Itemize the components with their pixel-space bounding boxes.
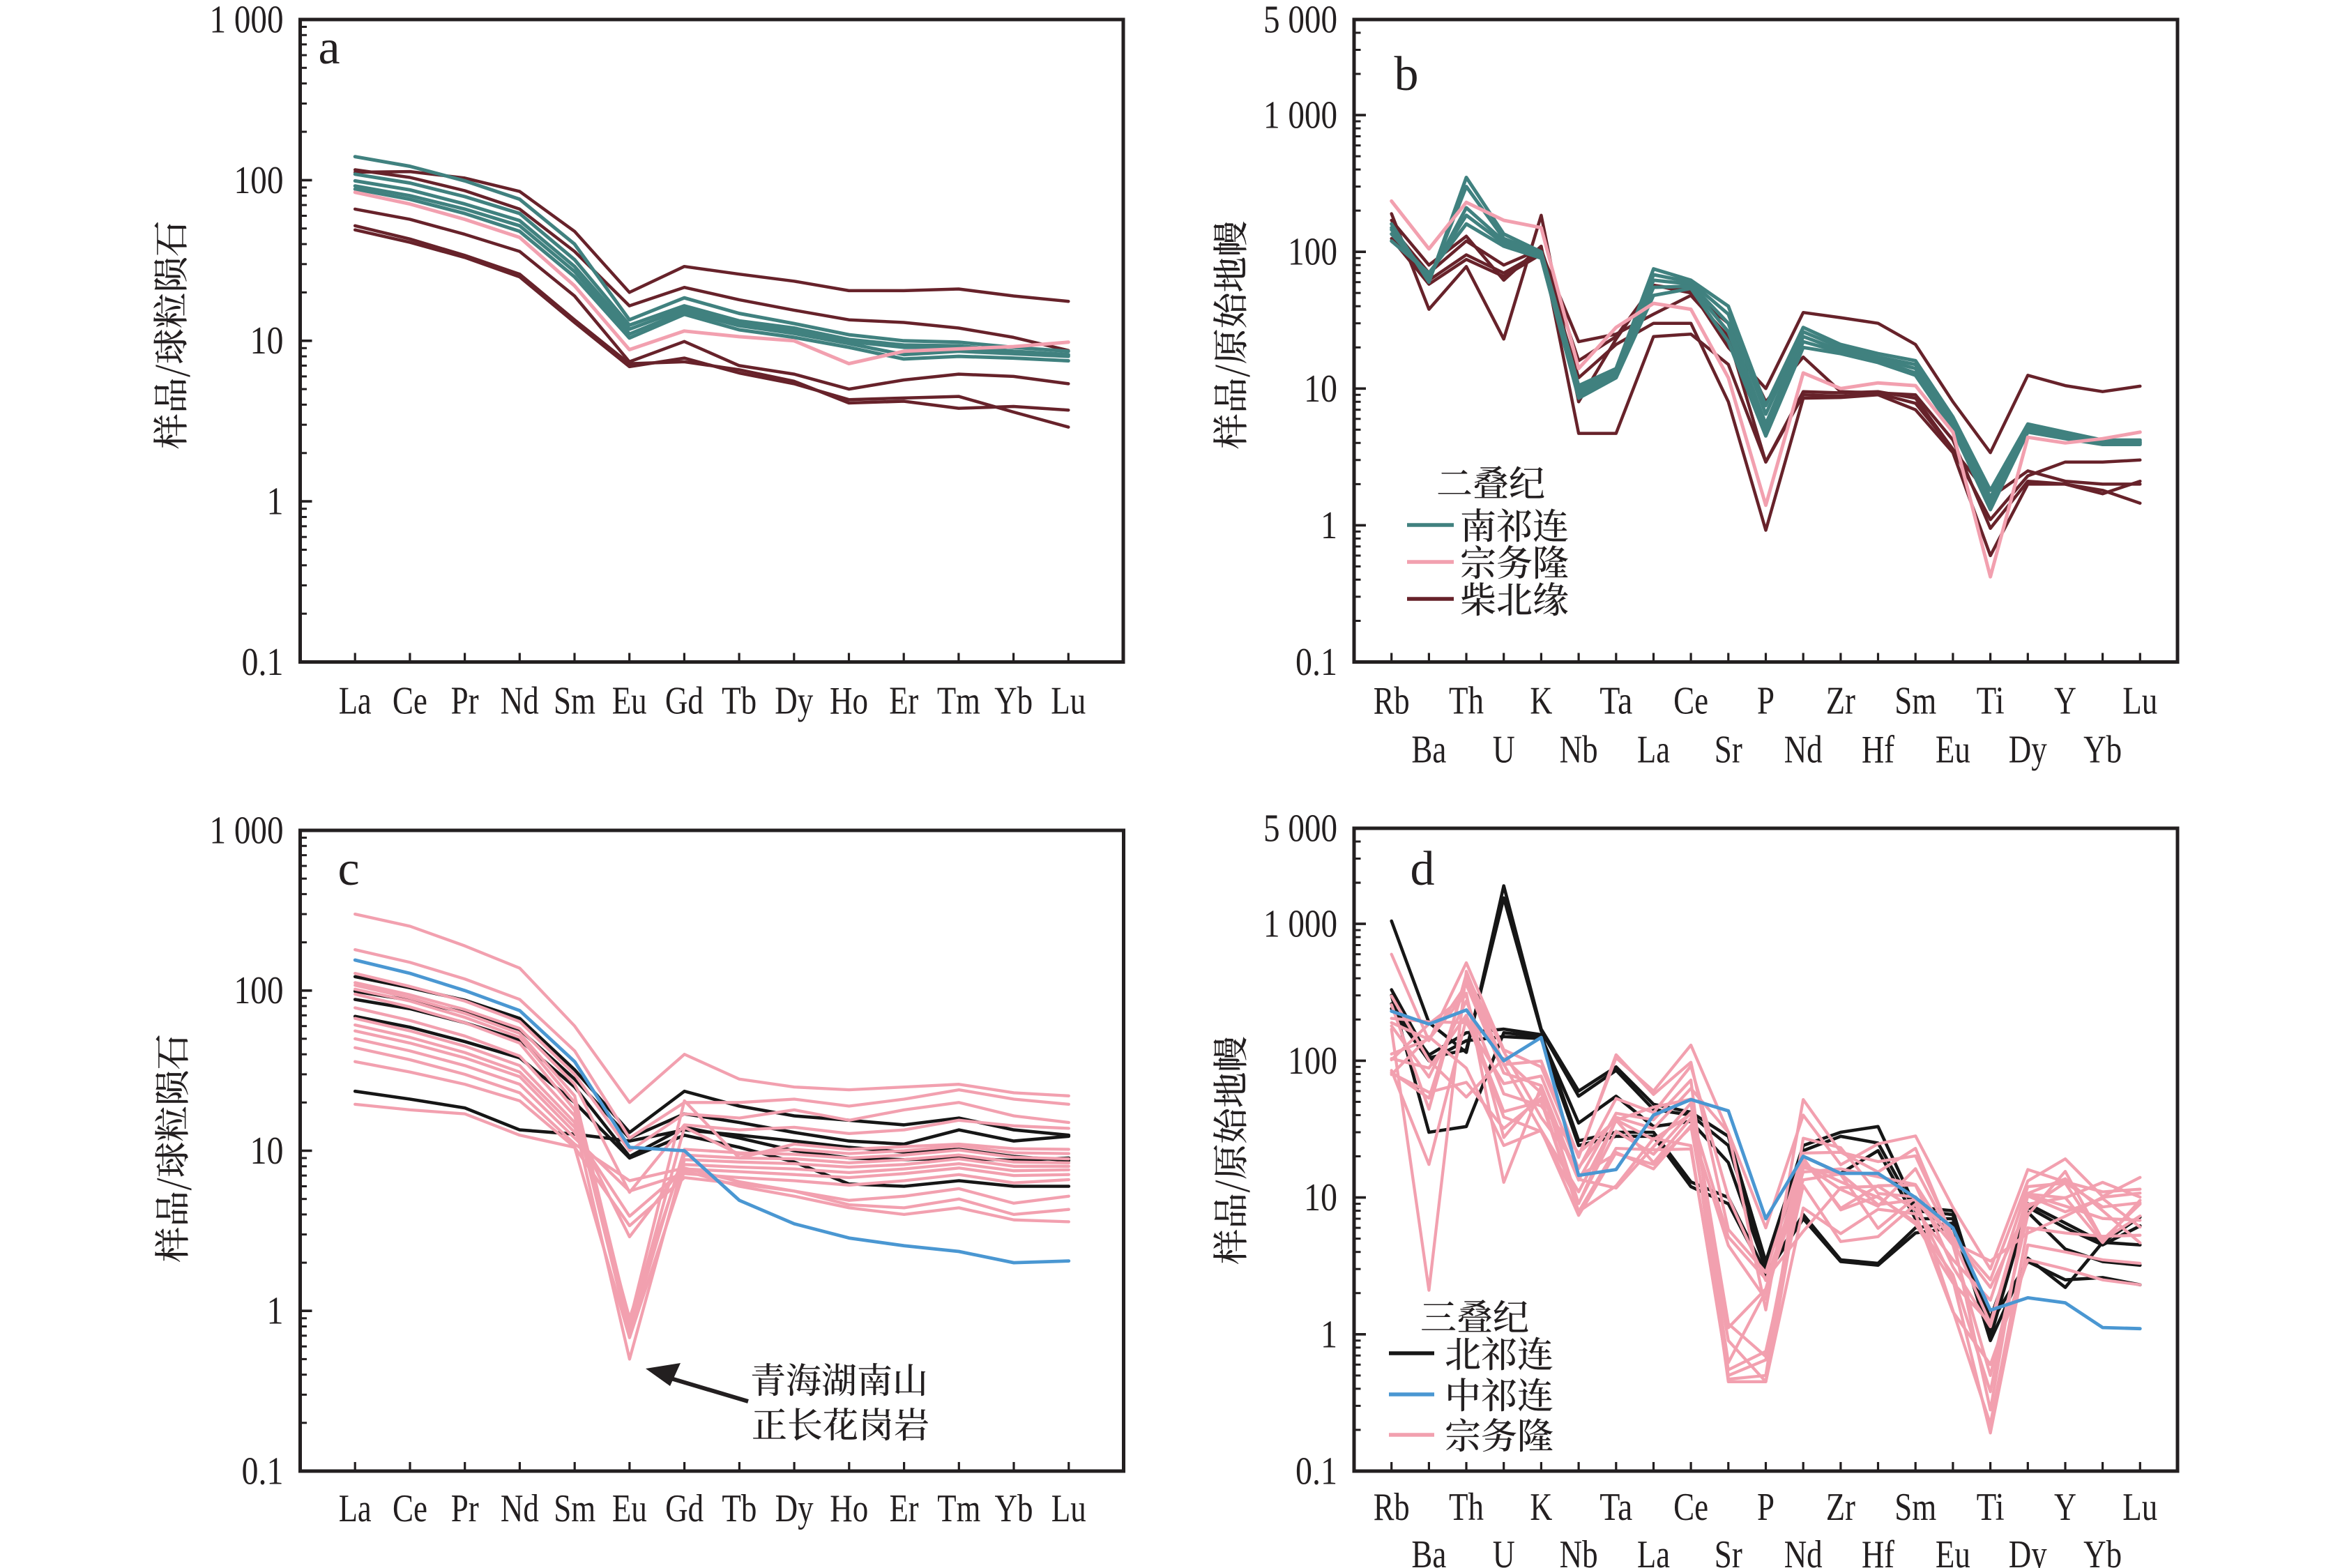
svg-text:Yb: Yb — [2083, 1533, 2122, 1568]
svg-text:Lu: Lu — [2122, 680, 2157, 723]
svg-text:La: La — [339, 680, 372, 723]
svg-text:5 000: 5 000 — [1263, 0, 1337, 42]
svg-text:Dy: Dy — [2009, 1533, 2047, 1568]
svg-text:100: 100 — [234, 969, 284, 1012]
svg-text:K: K — [1530, 680, 1552, 723]
svg-text:1: 1 — [1321, 1313, 1337, 1356]
svg-text:P: P — [1757, 680, 1775, 723]
svg-text:1 000: 1 000 — [210, 809, 284, 853]
svg-text:Dy: Dy — [775, 1487, 814, 1530]
svg-text:Ta: Ta — [1599, 680, 1632, 723]
svg-text:Pr: Pr — [451, 1487, 479, 1530]
svg-text:Zr: Zr — [1826, 680, 1855, 723]
svg-text:Nd: Nd — [1784, 729, 1823, 772]
svg-text:Th: Th — [1449, 680, 1484, 723]
svg-text:Ba: Ba — [1411, 729, 1446, 772]
svg-text:100: 100 — [234, 159, 284, 202]
svg-text:Sm: Sm — [554, 680, 595, 723]
svg-text:0.1: 0.1 — [1295, 1450, 1337, 1493]
svg-text:5 000: 5 000 — [1263, 807, 1337, 851]
svg-text:U: U — [1493, 1533, 1515, 1568]
svg-text:Hf: Hf — [1862, 1533, 1894, 1568]
svg-text:Th: Th — [1449, 1486, 1484, 1529]
svg-text:10: 10 — [1304, 1176, 1337, 1219]
svg-text:Lu: Lu — [1051, 1487, 1086, 1530]
svg-text:Dy: Dy — [2009, 729, 2047, 772]
svg-text:La: La — [339, 1487, 372, 1530]
svg-text:Ba: Ba — [1411, 1533, 1446, 1568]
svg-text:c: c — [337, 842, 359, 896]
svg-text:d: d — [1411, 842, 1435, 896]
svg-text:Nb: Nb — [1560, 1533, 1598, 1568]
svg-text:Er: Er — [889, 680, 918, 723]
svg-text:10: 10 — [250, 319, 284, 363]
svg-text:Ce: Ce — [393, 1487, 427, 1530]
svg-text:a: a — [318, 21, 340, 75]
svg-text:Y: Y — [2054, 680, 2076, 723]
svg-text:Zr: Zr — [1826, 1486, 1855, 1529]
svg-text:Sr: Sr — [1715, 729, 1742, 772]
svg-text:b: b — [1395, 47, 1419, 101]
svg-text:Ce: Ce — [393, 680, 427, 723]
svg-text:Tb: Tb — [722, 1487, 757, 1530]
svg-text:1: 1 — [267, 1290, 284, 1333]
svg-text:Eu: Eu — [612, 680, 647, 723]
svg-text:Sm: Sm — [1894, 680, 1936, 723]
svg-text:Tm: Tm — [937, 680, 980, 723]
svg-text:Gd: Gd — [665, 1487, 704, 1530]
svg-text:Tb: Tb — [722, 680, 757, 723]
svg-text:Dy: Dy — [775, 680, 813, 723]
svg-text:Lu: Lu — [2122, 1486, 2157, 1529]
svg-text:Nb: Nb — [1560, 729, 1598, 772]
svg-text:Rb: Rb — [1374, 1486, 1410, 1529]
svg-text:Ti: Ti — [1977, 680, 2005, 723]
svg-text:0.1: 0.1 — [1295, 641, 1337, 684]
svg-text:Nd: Nd — [501, 680, 539, 723]
svg-text:Ce: Ce — [1673, 1486, 1708, 1529]
svg-text:1 000: 1 000 — [210, 0, 284, 42]
svg-text:Y: Y — [2054, 1486, 2076, 1529]
svg-text:Ti: Ti — [1977, 1486, 2005, 1529]
svg-text:Eu: Eu — [1936, 729, 1970, 772]
svg-text:Nd: Nd — [501, 1487, 539, 1530]
svg-text:U: U — [1493, 729, 1515, 772]
svg-text:Er: Er — [890, 1487, 919, 1530]
svg-text:Ta: Ta — [1599, 1486, 1632, 1529]
svg-text:Gd: Gd — [665, 680, 704, 723]
svg-text:Sr: Sr — [1715, 1533, 1742, 1568]
svg-text:1: 1 — [1321, 504, 1337, 547]
svg-text:10: 10 — [1304, 367, 1337, 411]
svg-text:P: P — [1757, 1486, 1775, 1529]
svg-text:K: K — [1530, 1486, 1552, 1529]
svg-text:1 000: 1 000 — [1263, 903, 1337, 946]
svg-text:La: La — [1637, 729, 1670, 772]
svg-text:Sm: Sm — [554, 1487, 595, 1530]
svg-text:Eu: Eu — [1936, 1533, 1970, 1568]
svg-text:Ho: Ho — [830, 1487, 868, 1530]
svg-text:10: 10 — [250, 1129, 284, 1173]
svg-text:0.1: 0.1 — [242, 1450, 284, 1493]
svg-text:Sm: Sm — [1894, 1486, 1936, 1529]
svg-text:Tm: Tm — [937, 1487, 980, 1530]
svg-text:100: 100 — [1288, 1040, 1337, 1083]
svg-text:1: 1 — [267, 480, 284, 524]
svg-text:Rb: Rb — [1374, 680, 1410, 723]
svg-text:La: La — [1637, 1533, 1670, 1568]
svg-text:100: 100 — [1288, 231, 1337, 274]
svg-text:Hf: Hf — [1862, 729, 1894, 772]
svg-text:Lu: Lu — [1051, 680, 1086, 723]
svg-text:Ce: Ce — [1673, 680, 1708, 723]
svg-text:Ho: Ho — [830, 680, 868, 723]
svg-text:0.1: 0.1 — [242, 641, 284, 684]
svg-text:Eu: Eu — [612, 1487, 647, 1530]
svg-text:Yb: Yb — [2083, 729, 2122, 772]
svg-text:1 000: 1 000 — [1263, 94, 1337, 137]
svg-text:Pr: Pr — [451, 680, 479, 723]
svg-text:Yb: Yb — [994, 680, 1033, 723]
svg-text:Nd: Nd — [1784, 1533, 1823, 1568]
svg-text:Yb: Yb — [995, 1487, 1033, 1530]
